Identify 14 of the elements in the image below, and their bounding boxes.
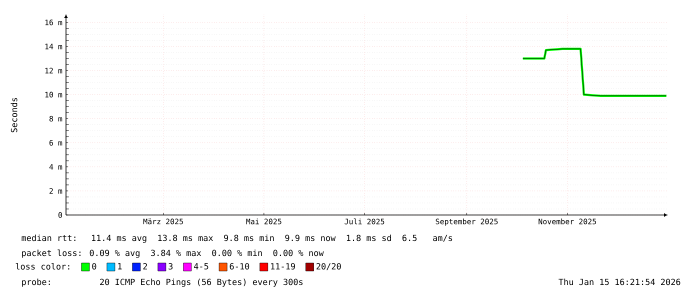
y-axis-title: Seconds: [10, 98, 18, 132]
text: median rtt: 11.4 ms avg 13.8 ms max 9.8 ms min 9.9 ms now 1.8 ms sd 6.5 am/s: [22, 234, 452, 243]
legend-label: 4-5: [194, 263, 208, 270]
text: packet loss: 0.09 % avg 3.84 % max 0.00 % min 0.00 % now: [22, 250, 324, 258]
legend-label: 20/20: [316, 263, 341, 270]
legend-title: loss color:: [16, 263, 70, 270]
legend-label: 1: [118, 263, 122, 270]
legend-label: 11-19: [271, 263, 295, 270]
text: Thu Jan 15 16:21:54 2026: [558, 278, 680, 286]
legend-label: 2: [143, 263, 147, 270]
legend-label: 3: [168, 263, 173, 270]
text: probe: 20 ICMP Echo Pings (56 Bytes) every 300s: [22, 278, 303, 287]
legend-label: 0: [92, 263, 96, 270]
legend-label: 6-10: [230, 263, 250, 270]
